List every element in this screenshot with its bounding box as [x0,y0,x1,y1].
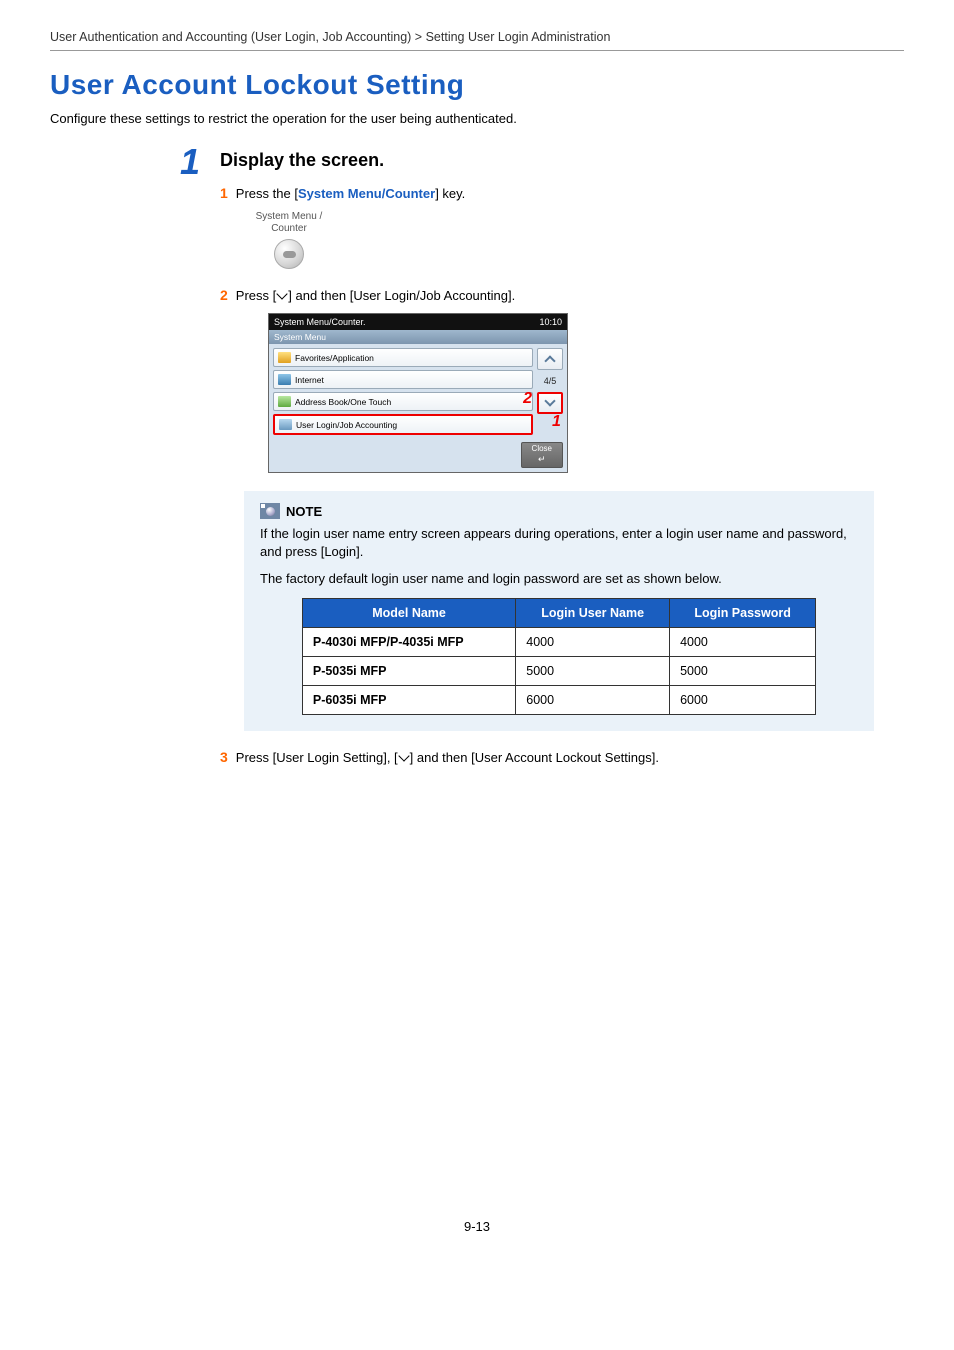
cell-user: 6000 [516,685,670,714]
annotation-1: 1 [552,413,561,431]
col-model: Model Name [302,598,515,627]
note-box: NOTE If the login user name entry screen… [244,491,874,731]
panel-item-user-login[interactable]: User Login/Job Accounting [273,414,533,435]
panel-item-label: Internet [295,375,324,385]
panel-list: Favorites/Application Internet Address B… [273,348,533,435]
cell-model: P-6035i MFP [302,685,515,714]
panel-item-favorites[interactable]: Favorites/Application [273,348,533,367]
sub-step-text: Press [ ] and then [User Login/Job Accoun… [236,288,515,303]
page-number: 9-13 [50,1219,904,1234]
step-number: 1 [180,144,220,180]
panel-item-label: User Login/Job Accounting [296,420,397,430]
panel-item-label: Address Book/One Touch [295,397,391,407]
chevron-down-icon [398,754,410,763]
breadcrumb: User Authentication and Accounting (User… [50,30,904,51]
system-menu-button-graphic: System Menu / Counter [244,211,334,269]
sub-step-text: Press the [System Menu/Counter] key. [236,186,466,201]
col-user: Login User Name [516,598,670,627]
note-header: NOTE [260,503,858,519]
table-header-row: Model Name Login User Name Login Passwor… [302,598,815,627]
cell-pass: 5000 [670,656,816,685]
sub-step-num: 1 [220,185,228,201]
panel-item-address-book[interactable]: Address Book/One Touch 2 [273,392,533,411]
panel-titlebar: System Menu/Counter. 10:10 [269,314,567,330]
note-label: NOTE [286,504,322,519]
internet-icon [278,374,291,385]
note-icon [260,503,280,519]
panel-body: Favorites/Application Internet Address B… [269,344,567,439]
favorites-icon [278,352,291,363]
scroll-up-button[interactable] [537,348,563,370]
col-pass: Login Password [670,598,816,627]
sub-step-num: 2 [220,287,228,303]
enter-icon: ↵ [538,455,546,464]
sub-step-3: 3 Press [User Login Setting], [ ] and the… [220,749,904,765]
panel-subtitle: System Menu [269,330,567,344]
cell-user: 4000 [516,627,670,656]
cell-model: P-4030i MFP/P-4035i MFP [302,627,515,656]
sys-btn-circle [274,239,304,269]
chevron-up-icon [544,355,555,366]
credentials-table: Model Name Login User Name Login Passwor… [302,598,816,715]
sub-step-text: Press [User Login Setting], [ ] and then … [236,750,659,765]
intro-text: Configure these settings to restrict the… [50,111,904,126]
sub-step-1: 1 Press the [System Menu/Counter] key. S… [220,185,904,269]
text-prefix: Press the [ [236,186,298,201]
cell-model: P-5035i MFP [302,656,515,685]
page-title: User Account Lockout Setting [50,69,904,101]
address-book-icon [278,396,291,407]
step-heading: Display the screen. [220,150,904,171]
text-mid: ] and then [User Login/Job Accounting]. [288,288,515,303]
panel-item-label: Favorites/Application [295,353,374,363]
step-content: Display the screen. 1 Press the [System … [220,148,904,779]
annotation-2: 2 [523,390,532,408]
cell-user: 5000 [516,656,670,685]
user-login-icon [279,419,292,430]
scroll-down-button[interactable] [537,392,563,414]
panel-title-text: System Menu/Counter. [274,317,366,327]
cell-pass: 6000 [670,685,816,714]
panel-item-internet[interactable]: Internet [273,370,533,389]
step-1: 1 Display the screen. 1 Press the [Syste… [180,148,904,779]
table-row: P-4030i MFP/P-4035i MFP 4000 4000 [302,627,815,656]
text-prefix: Press [User Login Setting], [ [236,750,398,765]
cell-pass: 4000 [670,627,816,656]
chevron-down-icon [544,395,555,406]
note-paragraph-2: The factory default login user name and … [260,570,858,588]
close-button[interactable]: Close ↵ [521,442,563,468]
text-prefix: Press [ [236,288,276,303]
panel-footer: Close ↵ [269,439,567,472]
text-suffix: ] key. [435,186,465,201]
sub-step-2: 2 Press [ ] and then [User Login/Job Acco… [220,287,904,731]
sub-step-num: 3 [220,749,228,765]
panel-time: 10:10 [539,317,562,327]
table-row: P-6035i MFP 6000 6000 [302,685,815,714]
chevron-down-icon [276,292,288,301]
system-menu-link: System Menu/Counter [298,186,435,201]
note-paragraph-1: If the login user name entry screen appe… [260,525,858,560]
panel-page-indicator: 4/5 [544,373,557,389]
sys-btn-label-1: System Menu / [244,211,334,223]
table-row: P-5035i MFP 5000 5000 [302,656,815,685]
touch-panel: System Menu/Counter. 10:10 System Menu F… [268,313,568,473]
close-label: Close [532,445,552,453]
sys-btn-label-2: Counter [244,223,334,235]
text-mid: ] and then [User Account Lockout Setting… [410,750,659,765]
